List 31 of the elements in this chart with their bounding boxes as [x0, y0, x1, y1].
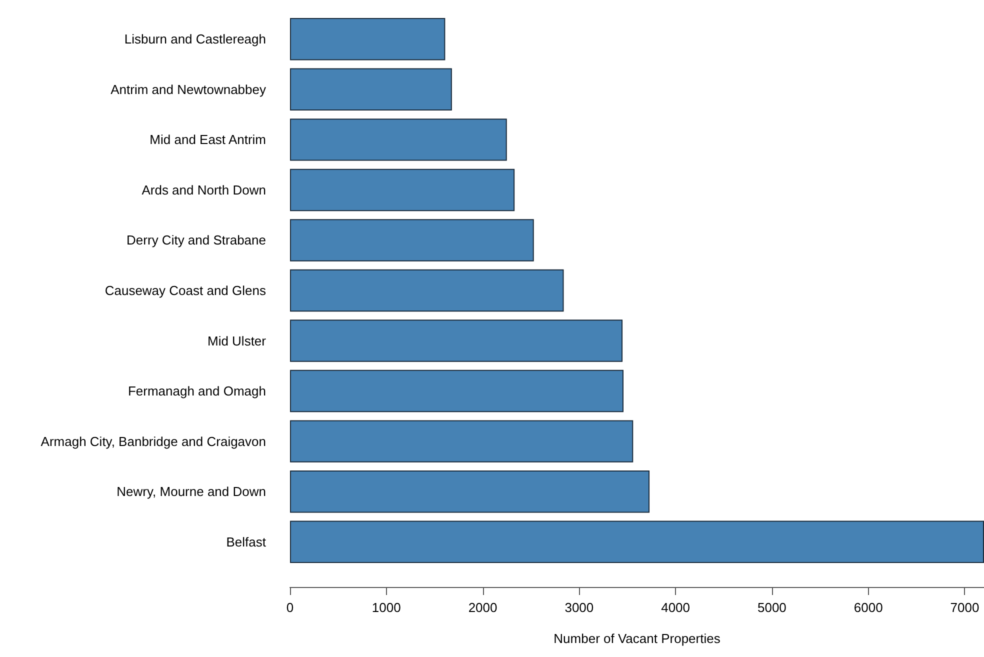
bar [290, 420, 634, 462]
bar [290, 219, 534, 262]
y-tick-label: Armagh City, Banbridge and Craigavon [40, 434, 266, 449]
x-axis-title: Number of Vacant Properties [554, 631, 721, 646]
bar [290, 68, 452, 111]
x-tick-label: 2000 [468, 600, 498, 615]
bar [290, 118, 507, 161]
y-tick-label: Lisburn and Castlereagh [124, 32, 266, 47]
x-tick-label: 4000 [661, 600, 690, 615]
y-tick-label: Causeway Coast and Glens [104, 283, 266, 298]
y-tick-label: Fermanagh and Omagh [128, 384, 266, 399]
bar [290, 18, 446, 60]
bar [290, 269, 564, 312]
bar [290, 320, 623, 362]
bar [290, 520, 984, 563]
y-tick-label: Ards and North Down [142, 182, 266, 198]
y-tick-label: Belfast [226, 534, 266, 550]
y-tick-label: Mid Ulster [207, 333, 267, 348]
y-tick-label: Mid and East Antrim [150, 132, 266, 148]
bar [290, 470, 650, 513]
y-tick-label: Newry, Mourne and Down [116, 484, 266, 500]
y-tick-label: Derry City and Strabane [126, 232, 266, 248]
bar [290, 370, 624, 412]
x-tick-label: 5000 [757, 600, 786, 615]
bar [290, 168, 515, 212]
x-tick-label: 3000 [564, 600, 594, 615]
x-tick-label: 7000 [950, 600, 980, 615]
x-tick-label: 0 [286, 600, 294, 615]
y-tick-label: Antrim and Newtownabbey [110, 82, 266, 97]
x-tick-label: 1000 [372, 600, 401, 615]
x-tick-label: 6000 [854, 600, 883, 615]
